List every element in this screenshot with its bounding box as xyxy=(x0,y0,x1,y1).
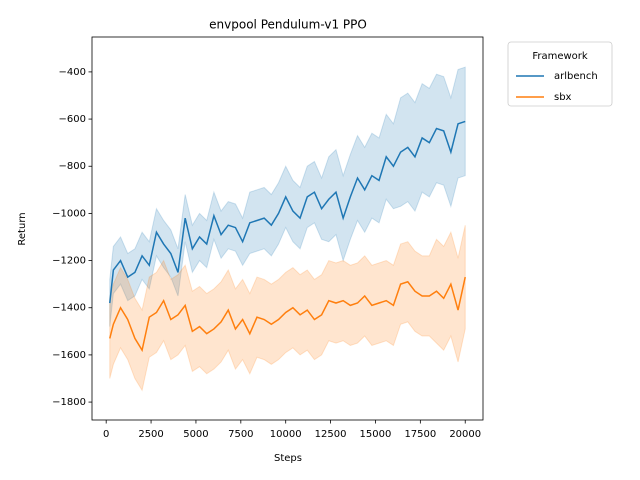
x-tick-label: 0 xyxy=(103,429,109,440)
legend-label: arlbench xyxy=(554,71,598,82)
x-tick-label: 12500 xyxy=(315,429,347,440)
x-tick-label: 20000 xyxy=(449,429,481,440)
x-tick-label: 7500 xyxy=(228,429,253,440)
x-tick-label: 17500 xyxy=(404,429,436,440)
y-tick-label: −1400 xyxy=(52,303,86,314)
plot-frame xyxy=(91,36,484,421)
y-tick-label: −400 xyxy=(59,67,86,78)
x-tick-label: 15000 xyxy=(360,429,392,440)
chart-title: envpool Pendulum-v1 PPO xyxy=(209,18,367,32)
y-tick-label: −1200 xyxy=(52,256,86,267)
y-tick-label: −1800 xyxy=(52,397,86,408)
y-tick-label: −600 xyxy=(59,114,86,125)
legend-box xyxy=(507,41,613,107)
x-axis-label: Steps xyxy=(274,453,302,464)
x-tick-label: 5000 xyxy=(183,429,208,440)
confidence-band xyxy=(109,225,466,392)
y-axis-label: Return xyxy=(17,212,28,245)
y-tick-label: −1600 xyxy=(52,350,86,361)
y-tick-label: −800 xyxy=(59,161,86,172)
legend-label: sbx xyxy=(554,92,572,103)
legend: Framework arlbench sbx xyxy=(507,41,613,107)
y-tick-label: −1000 xyxy=(52,208,86,219)
legend-title: Framework xyxy=(532,51,588,62)
x-tick-label: 10000 xyxy=(270,429,302,440)
x-tick-label: 2500 xyxy=(138,429,163,440)
line xyxy=(109,120,466,304)
line xyxy=(109,276,466,353)
confidence-band xyxy=(109,66,466,327)
